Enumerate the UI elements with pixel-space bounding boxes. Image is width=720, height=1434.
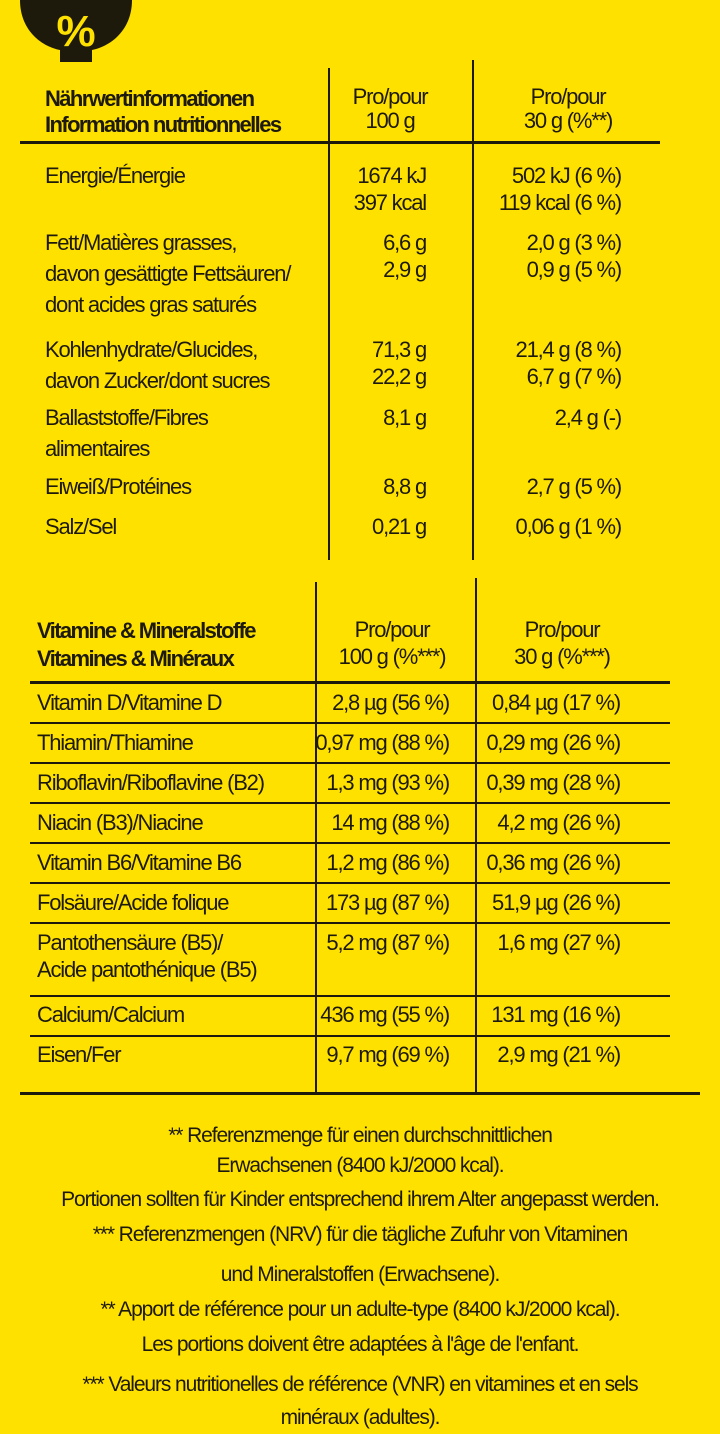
value-per-30g: 0,39 mg (28 %): [486, 770, 621, 795]
nutrient-label: Ballaststoffe/Fibres: [45, 405, 209, 430]
vitamin-label: Calcium/Calcium: [37, 1002, 185, 1027]
nutrient-label: davon gesättigte Fettsäuren/: [45, 261, 291, 286]
row-divider: [30, 882, 670, 884]
value-per-30g: 51,9 µg (26 %): [492, 890, 621, 915]
value-per-30g: 0,06 g (1 %): [515, 514, 623, 539]
value-per-100g: 5,2 mg (87 %): [326, 930, 450, 955]
table-title: Vitamine & Mineralstoffe: [37, 618, 257, 643]
value-per-30g: 2,4 g (-): [554, 405, 622, 430]
footnote-line: Les portions doivent être adaptées à l'â…: [141, 1333, 580, 1356]
value-per-100g: 0,97 mg (88 %): [315, 730, 450, 755]
footnote-line: minéraux (adultes).: [280, 1406, 441, 1429]
column-header-100g: 100 g (%***): [338, 644, 447, 669]
column-header-30g: Pro/pour: [530, 84, 607, 109]
vitamin-label: Thiamin/Thiamine: [37, 730, 194, 755]
vitamin-label: Niacin (B3)/Niacine: [37, 810, 204, 835]
value-per-100g: 14 mg (88 %): [331, 810, 450, 835]
column-header-30g: 30 g (%**): [523, 108, 613, 133]
value-per-30g: 2,0 g (3 %): [526, 230, 623, 255]
value-per-100g: 9,7 mg (69 %): [326, 1042, 450, 1067]
column-header-30g: 30 g (%***): [514, 644, 611, 669]
value-per-100g: 2,8 µg (56 %): [332, 690, 450, 715]
table-title: Vitamines & Minéraux: [37, 646, 235, 671]
nutrient-label: Kohlenhydrate/Glucides,: [45, 337, 258, 362]
footnote-line: Portionen sollten für Kinder entsprechen…: [61, 1188, 660, 1211]
value-per-100g: 436 mg (55 %): [320, 1002, 450, 1027]
value-per-30g: 0,9 g (5 %): [526, 257, 623, 282]
footnote-line: *** Valeurs nutritionelles de référence …: [82, 1373, 638, 1396]
footnote-line: ** Apport de référence pour un adulte-ty…: [100, 1298, 620, 1321]
nutrient-label: davon Zucker/dont sucres: [45, 368, 271, 393]
row-divider: [30, 1035, 670, 1037]
header-divider: [20, 141, 660, 144]
value-per-30g: 131 mg (16 %): [491, 1002, 621, 1027]
header-divider: [30, 681, 670, 684]
column-divider: [475, 578, 477, 1092]
percent-bowl-icon: %: [20, 0, 135, 69]
table-title: Nährwertinformationen: [45, 86, 255, 111]
nutrient-label: Fett/Matières grasses,: [45, 230, 237, 255]
vitamin-label: Acide pantothénique (B5): [37, 957, 258, 982]
row-divider: [30, 802, 670, 804]
nutrient-label: Salz/Sel: [45, 514, 117, 539]
value-per-30g: 0,84 µg (17 %): [492, 690, 621, 715]
value-per-30g: 2,7 g (5 %): [526, 474, 623, 499]
column-header-30g: Pro/pour: [524, 617, 601, 642]
column-header-100g: 100 g: [365, 108, 415, 133]
column-header-100g: Pro/pour: [352, 84, 429, 109]
footnote-line: Erwachsenen (8400 kJ/2000 kcal).: [216, 1154, 505, 1177]
footnote-line: ** Referenzmenge für einen durchschnittl…: [168, 1124, 553, 1147]
value-per-30g: 0,36 mg (26 %): [486, 850, 621, 875]
vitamin-label: Folsäure/Acide folique: [37, 890, 229, 915]
table-title: Information nutritionnelles: [45, 112, 282, 137]
value-per-100g: 22,2 g: [372, 364, 427, 389]
row-divider: [30, 995, 670, 997]
value-per-30g: 21,4 g (8 %): [515, 337, 623, 362]
nutrient-label: dont acides gras saturés: [45, 292, 257, 317]
footnote-line: *** Referenzmengen (NRV) für die täglich…: [92, 1223, 629, 1246]
value-per-100g: 0,21 g: [372, 514, 427, 539]
vitamin-label: Eisen/Fer: [37, 1042, 122, 1067]
value-per-100g: 397 kcal: [353, 190, 428, 215]
svg-text:%: %: [56, 7, 95, 56]
column-divider: [472, 60, 474, 560]
vitamin-label: Vitamin D/Vitamine D: [37, 690, 222, 715]
column-header-100g: Pro/pour: [354, 617, 431, 642]
value-per-30g: 2,9 mg (21 %): [497, 1042, 621, 1067]
value-per-30g: 1,6 mg (27 %): [497, 930, 621, 955]
row-divider: [30, 722, 670, 724]
value-per-100g: 71,3 g: [372, 337, 427, 362]
table-bottom-border: [20, 1092, 700, 1095]
value-per-30g: 502 kJ (6 %): [511, 163, 622, 188]
value-per-100g: 8,1 g: [383, 405, 427, 430]
value-per-30g: 6,7 g (7 %): [526, 364, 623, 389]
value-per-100g: 6,6 g: [383, 230, 427, 255]
value-per-100g: 2,9 g: [383, 257, 427, 282]
vitamin-label: Pantothensäure (B5)/: [37, 930, 223, 955]
vitamin-label: Riboflavin/Riboflavine (B2): [37, 770, 265, 795]
value-per-30g: 4,2 mg (26 %): [497, 810, 621, 835]
value-per-30g: 119 kcal (6 %): [498, 190, 622, 215]
value-per-100g: 8,8 g: [383, 474, 427, 499]
footnote-line: und Mineralstoffen (Erwachsene).: [220, 1263, 501, 1286]
value-per-100g: 1,2 mg (86 %): [326, 850, 450, 875]
column-divider: [328, 68, 330, 560]
value-per-30g: 0,29 mg (26 %): [486, 730, 621, 755]
nutrient-label: Energie/Énergie: [45, 163, 186, 188]
nutrient-label: alimentaires: [45, 436, 150, 461]
value-per-100g: 1,3 mg (93 %): [326, 770, 450, 795]
value-per-100g: 173 µg (87 %): [325, 890, 450, 915]
value-per-100g: 1674 kJ: [357, 163, 427, 188]
row-divider: [30, 842, 670, 844]
vitamin-label: Vitamin B6/Vitamine B6: [37, 850, 242, 875]
row-divider: [30, 922, 670, 924]
column-divider: [315, 582, 317, 1092]
row-divider: [30, 762, 670, 764]
nutrient-label: Eiweiß/Protéines: [45, 474, 192, 499]
